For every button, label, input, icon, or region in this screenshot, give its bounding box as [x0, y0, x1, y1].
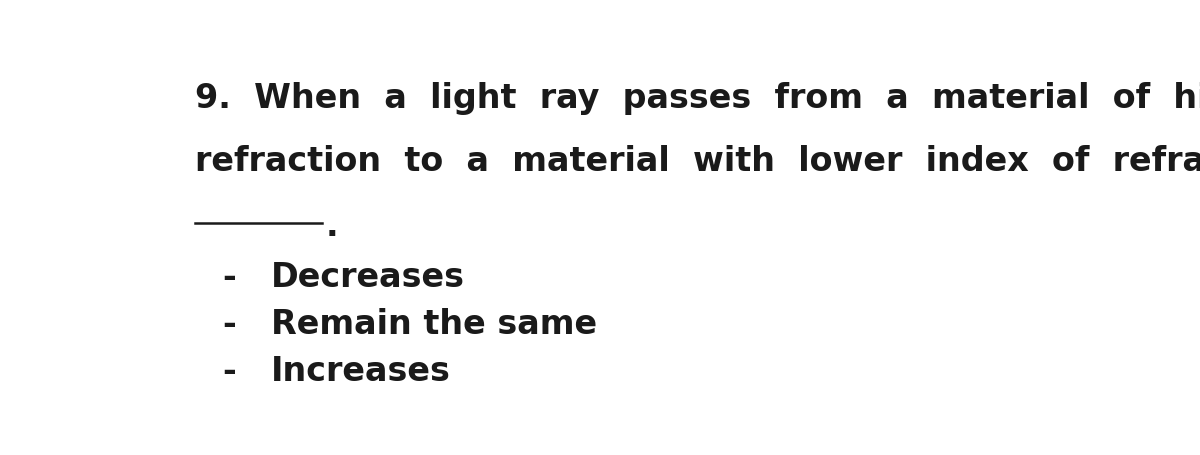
Text: -: - [222, 261, 236, 293]
Text: 9.  When  a  light  ray  passes  from  a  material  of  higher  index  of: 9. When a light ray passes from a materi… [194, 82, 1200, 115]
Text: Increases: Increases [271, 355, 451, 388]
Text: -: - [222, 355, 236, 388]
Text: Decreases: Decreases [271, 261, 464, 293]
Text: -: - [222, 308, 236, 341]
Text: refraction  to  a  material  with  lower  index  of  refraction,  its  speed: refraction to a material with lower inde… [194, 145, 1200, 178]
Text: .: . [325, 210, 338, 243]
Text: Remain the same: Remain the same [271, 308, 598, 341]
